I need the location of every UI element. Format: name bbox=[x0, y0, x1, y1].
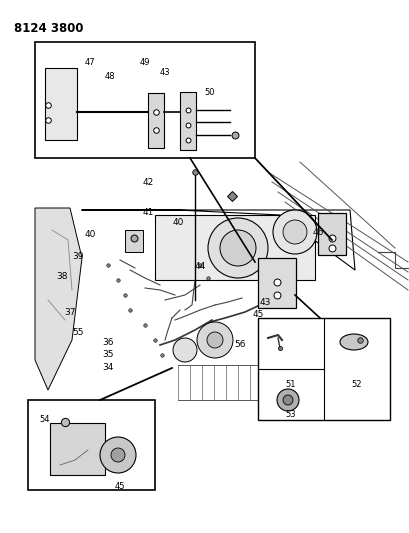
Bar bbox=[257, 258, 295, 308]
Text: 42: 42 bbox=[142, 178, 153, 187]
Bar bbox=[45, 68, 77, 140]
Text: 52: 52 bbox=[351, 380, 362, 389]
Text: 46: 46 bbox=[312, 228, 323, 237]
Circle shape bbox=[100, 437, 136, 473]
Text: 38: 38 bbox=[56, 272, 67, 281]
Text: 43: 43 bbox=[258, 298, 270, 307]
Text: 56: 56 bbox=[234, 340, 245, 349]
Bar bbox=[257, 318, 389, 420]
Circle shape bbox=[111, 448, 125, 462]
Text: 43: 43 bbox=[159, 68, 170, 77]
Text: 50: 50 bbox=[204, 88, 215, 97]
Bar bbox=[35, 42, 254, 158]
Text: 45: 45 bbox=[115, 482, 125, 491]
Circle shape bbox=[282, 395, 292, 405]
Text: 40: 40 bbox=[84, 230, 95, 239]
Text: 39: 39 bbox=[72, 252, 83, 261]
Bar bbox=[125, 230, 143, 252]
Text: 48: 48 bbox=[104, 72, 115, 81]
Text: 8124 3800: 8124 3800 bbox=[14, 22, 83, 35]
Bar bbox=[50, 423, 105, 475]
Text: 51: 51 bbox=[285, 380, 296, 389]
Circle shape bbox=[220, 230, 255, 266]
Bar bbox=[148, 93, 164, 148]
Circle shape bbox=[173, 338, 196, 362]
Text: 47: 47 bbox=[85, 58, 95, 67]
Text: 36: 36 bbox=[102, 338, 113, 347]
Text: 37: 37 bbox=[64, 308, 76, 317]
Circle shape bbox=[196, 322, 232, 358]
Circle shape bbox=[272, 210, 316, 254]
Polygon shape bbox=[35, 208, 82, 390]
Circle shape bbox=[282, 220, 306, 244]
Text: 40: 40 bbox=[172, 218, 183, 227]
Text: 45: 45 bbox=[252, 310, 263, 319]
Circle shape bbox=[207, 332, 222, 348]
Bar bbox=[180, 92, 196, 150]
Circle shape bbox=[276, 389, 298, 411]
Text: 49: 49 bbox=[139, 58, 150, 67]
Text: 35: 35 bbox=[102, 350, 113, 359]
Text: 44: 44 bbox=[194, 262, 205, 271]
Text: 34: 34 bbox=[102, 363, 113, 372]
Bar bbox=[28, 400, 155, 490]
Ellipse shape bbox=[339, 334, 367, 350]
Text: 53: 53 bbox=[285, 410, 296, 419]
Text: 54: 54 bbox=[40, 415, 50, 424]
Text: 55: 55 bbox=[72, 328, 83, 337]
Text: 41: 41 bbox=[142, 208, 153, 217]
Bar bbox=[317, 213, 345, 255]
Circle shape bbox=[207, 218, 267, 278]
Bar bbox=[155, 215, 314, 280]
